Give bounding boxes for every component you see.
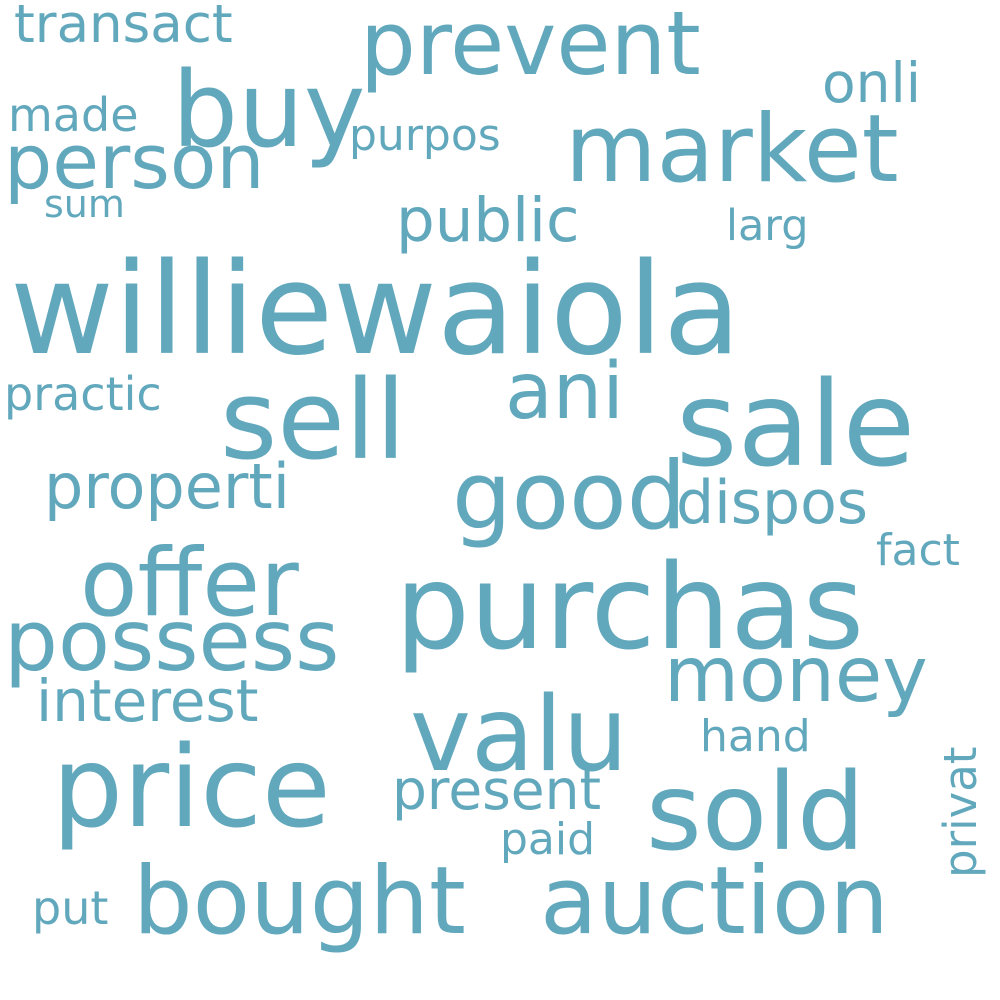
- word-put: put: [32, 881, 109, 935]
- word-sum: sum: [44, 182, 125, 226]
- word-hand: hand: [700, 711, 811, 762]
- word-purchas: purchas: [395, 538, 865, 676]
- word-practic: practic: [4, 367, 162, 421]
- word-offer: offer: [80, 529, 299, 638]
- word-prevent: prevent: [360, 0, 701, 95]
- word-interest: interest: [36, 667, 259, 735]
- word-sale: sale: [676, 355, 916, 493]
- word-fact: fact: [876, 525, 960, 576]
- word-ani: ani: [505, 347, 624, 437]
- word-dispos: dispos: [676, 468, 869, 538]
- word-purpos: purpos: [349, 110, 501, 161]
- word-present: present: [392, 758, 602, 822]
- word-bought: bought: [133, 847, 466, 956]
- word-valu: valu: [410, 675, 628, 795]
- word-buy: buy: [172, 49, 366, 171]
- word-properti: properti: [44, 450, 290, 523]
- word-sold: sold: [646, 751, 865, 875]
- word-good: good: [452, 442, 687, 551]
- word-market: market: [565, 95, 899, 204]
- word-made: made: [8, 88, 139, 142]
- word-williewaiola: williewaiola: [10, 235, 741, 383]
- word-transact: transact: [14, 0, 233, 55]
- word-privat: privat: [934, 746, 987, 878]
- word-possess: possess: [4, 592, 340, 691]
- word-person: person: [4, 117, 265, 206]
- word-price: price: [52, 723, 331, 853]
- word-public: public: [396, 185, 580, 256]
- word-onli: onli: [822, 51, 922, 115]
- word-money: money: [664, 631, 928, 720]
- word-auction: auction: [540, 847, 889, 956]
- word-sell: sell: [220, 356, 407, 484]
- word-larg: larg: [726, 201, 809, 251]
- word-paid: paid: [500, 814, 596, 865]
